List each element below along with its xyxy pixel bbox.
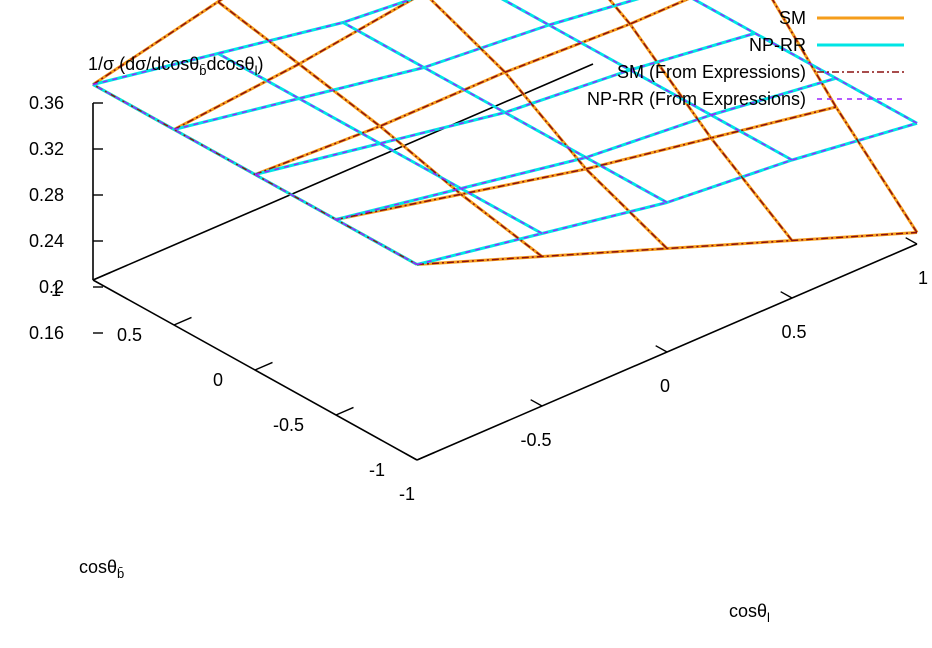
y-tick (254, 361, 273, 371)
y-tick-label: 1 (51, 280, 61, 300)
x-tick (405, 453, 418, 461)
surface-gridline (502, 0, 793, 161)
x-tick (905, 237, 918, 245)
y-tick-label: 0.5 (117, 325, 142, 345)
x-tick-label: 0.5 (781, 322, 806, 342)
x-axis-label-main: cosθ (729, 601, 767, 621)
surface-gridline (217, 1, 543, 258)
z-axis-label-sub2: l (255, 63, 258, 78)
x-axis-label-sub: l (767, 610, 770, 625)
surface-gridline (693, 0, 918, 124)
axes-layer: 0.36 0.32 0.28 0.24 0.2 0.16 -1 -0.5 0 0.5 1 1 0.5 0 -… (29, 63, 928, 504)
y-tick (416, 451, 435, 461)
y-tick-label: 0 (213, 370, 223, 390)
y-tick (335, 406, 354, 416)
surface-gridline (608, 0, 793, 241)
surface-gridline (217, 52, 543, 235)
x-tick (530, 399, 543, 407)
back-floor-line (92, 63, 594, 281)
z-tick-label: 0.32 (29, 139, 64, 159)
surface-gridline (416, 121, 918, 266)
x-tick-label: -1 (399, 484, 415, 504)
surface-gridline (92, 83, 418, 266)
z-tick-label: 0.36 (29, 93, 64, 113)
x-tick-label: 0 (660, 376, 670, 396)
series-3 (92, 0, 918, 266)
z-tick-label: 0.16 (29, 323, 64, 343)
y-tick (92, 271, 111, 281)
surface-gridline (217, 0, 543, 258)
surface-gridline (342, 21, 668, 204)
surface-gridline (430, 0, 668, 250)
y-axis-label: cosθb̄ (79, 557, 124, 581)
z-tick-label: 0.24 (29, 231, 64, 251)
legend-label: NP-RR (From Expressions) (587, 89, 806, 109)
surface-gridline (342, 21, 668, 204)
y-tick-label: -1 (369, 460, 385, 480)
surface-gridline (335, 106, 837, 221)
z-axis-label-part2: dcosθ (207, 54, 255, 74)
surface-gridline (173, 0, 637, 131)
x-tick (655, 345, 668, 353)
x-tick (780, 291, 793, 299)
surface-gridline (92, 0, 224, 86)
surface-gridline (416, 122, 918, 266)
y-tick-label: -0.5 (273, 415, 304, 435)
legend: SM NP-RR SM (From Expressions) NP-RR (From … (587, 8, 904, 109)
z-tick-label: 0.2 (39, 277, 64, 297)
y-axis-label-sub: b̄ (117, 566, 124, 581)
legend-label: SM (From Expressions) (617, 62, 806, 82)
x-tick-label: 1 (918, 268, 928, 288)
z-axis-label: 1/σ (dσ/dcosθb̄dcosθl) (88, 54, 263, 78)
surface-gridline (335, 77, 837, 221)
y-axis-label-main: cosθ (79, 557, 117, 577)
z-axis-label-sub1: b̄ (199, 63, 206, 78)
z-axis-label-part1: 1/σ (dσ/dcosθ (88, 54, 199, 74)
x-axis-label: cosθl (729, 601, 770, 625)
surface-gridline (217, 52, 543, 235)
surface-gridline (173, 0, 413, 131)
z-axis-label-end: ) (257, 54, 263, 74)
x-tick-label: -0.5 (520, 430, 551, 450)
legend-label: SM (779, 8, 806, 28)
surface-gridline (770, 0, 919, 234)
y-tick (173, 316, 192, 326)
legend-label: NP-RR (749, 35, 806, 55)
surface-gridline (254, 0, 688, 176)
z-tick-label: 0.28 (29, 185, 64, 205)
surface-gridline (254, 32, 756, 176)
surface-layer (92, 0, 919, 266)
surface-gridline (429, 0, 669, 250)
